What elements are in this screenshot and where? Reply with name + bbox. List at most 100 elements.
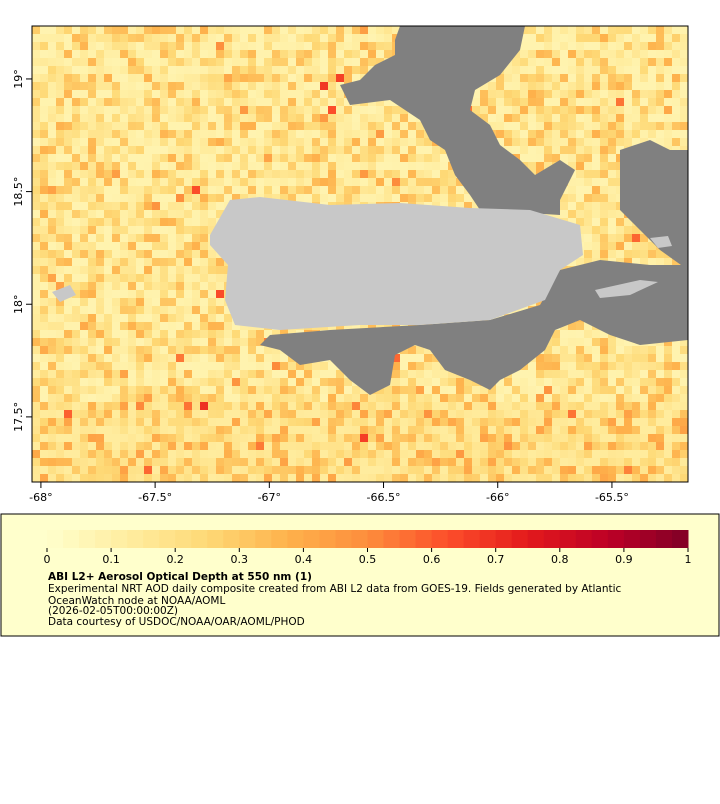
raster-cell (64, 162, 72, 170)
raster-cell (200, 314, 208, 322)
raster-cell (136, 322, 144, 330)
raster-cell (424, 450, 432, 458)
raster-cell (208, 434, 216, 442)
raster-cell (264, 378, 272, 386)
raster-cell (64, 442, 72, 450)
raster-cell (640, 26, 648, 34)
raster-cell (552, 138, 560, 146)
raster-cell (616, 138, 624, 146)
raster-cell (368, 194, 376, 202)
raster-cell (296, 426, 304, 434)
raster-cell (136, 298, 144, 306)
raster-cell (608, 466, 616, 474)
raster-cell (624, 338, 632, 346)
raster-cell (192, 322, 200, 330)
raster-cell (672, 474, 680, 482)
raster-cell (592, 58, 600, 66)
raster-cell (488, 450, 496, 458)
raster-cell (608, 434, 616, 442)
raster-cell (472, 418, 480, 426)
raster-cell (536, 402, 544, 410)
raster-cell (240, 146, 248, 154)
raster-cell (32, 314, 40, 322)
raster-cell (608, 442, 616, 450)
raster-cell (568, 210, 576, 218)
raster-cell (144, 218, 152, 226)
raster-cell (632, 130, 640, 138)
raster-cell (48, 202, 56, 210)
raster-cell (680, 90, 688, 98)
raster-cell (280, 442, 288, 450)
raster-cell (104, 170, 112, 178)
raster-cell (680, 50, 688, 58)
raster-cell (144, 354, 152, 362)
raster-cell (296, 378, 304, 386)
raster-cell (328, 42, 336, 50)
raster-cell (104, 450, 112, 458)
raster-cell (336, 154, 344, 162)
raster-cell (592, 394, 600, 402)
raster-cell (160, 322, 168, 330)
raster-cell (96, 338, 104, 346)
raster-cell (192, 50, 200, 58)
raster-cell (344, 466, 352, 474)
raster-cell (48, 114, 56, 122)
raster-cell (128, 186, 136, 194)
raster-cell (368, 450, 376, 458)
raster-cell (472, 386, 480, 394)
raster-cell (120, 50, 128, 58)
raster-cell (88, 362, 96, 370)
raster-cell (592, 466, 600, 474)
raster-cell (608, 98, 616, 106)
raster-cell (520, 50, 528, 58)
raster-cell (344, 138, 352, 146)
raster-cell (552, 66, 560, 74)
raster-cell (584, 194, 592, 202)
raster-cell (32, 274, 40, 282)
raster-cell (112, 194, 120, 202)
raster-cell (136, 434, 144, 442)
raster-cell (616, 42, 624, 50)
raster-cell (240, 370, 248, 378)
raster-cell (392, 450, 400, 458)
raster-cell (56, 138, 64, 146)
raster-cell (56, 58, 64, 66)
raster-cell (512, 386, 520, 394)
raster-cell (248, 418, 256, 426)
raster-cell (152, 82, 160, 90)
colorbar-step (335, 530, 352, 548)
raster-cell (360, 186, 368, 194)
raster-cell (488, 394, 496, 402)
raster-cell (336, 442, 344, 450)
raster-cell (280, 106, 288, 114)
raster-cell (176, 450, 184, 458)
raster-cell (592, 114, 600, 122)
raster-cell (296, 130, 304, 138)
raster-cell (592, 186, 600, 194)
raster-cell (592, 354, 600, 362)
raster-cell (64, 250, 72, 258)
raster-cell (584, 234, 592, 242)
raster-cell (328, 146, 336, 154)
raster-cell (176, 226, 184, 234)
raster-cell (616, 114, 624, 122)
raster-cell (104, 306, 112, 314)
raster-cell (520, 418, 528, 426)
raster-cell (120, 122, 128, 130)
raster-cell (504, 434, 512, 442)
raster-cell (200, 122, 208, 130)
raster-cell (200, 282, 208, 290)
raster-cell (272, 58, 280, 66)
colorbar-step (399, 530, 417, 548)
raster-cell (448, 434, 456, 442)
raster-cell (104, 130, 112, 138)
raster-cell (360, 58, 368, 66)
raster-cell (32, 266, 40, 274)
raster-cell (520, 58, 528, 66)
raster-cell (496, 82, 504, 90)
raster-cell (160, 330, 168, 338)
raster-cell (544, 122, 552, 130)
raster-cell (240, 426, 248, 434)
raster-cell (360, 394, 368, 402)
raster-cell (112, 218, 120, 226)
